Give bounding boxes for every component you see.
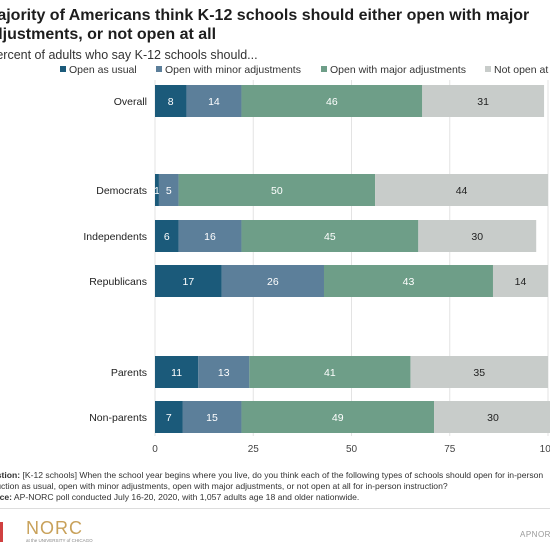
bar-segment	[155, 174, 159, 206]
data-label: 14	[515, 276, 527, 288]
legend-swatch	[485, 66, 491, 72]
data-label: 43	[403, 276, 415, 288]
data-label: 41	[324, 367, 336, 379]
bar-segment	[418, 220, 537, 252]
data-label: 11	[171, 367, 182, 379]
bar-segment	[186, 85, 242, 117]
data-label: 46	[326, 96, 338, 108]
category-label: Non-parents	[89, 412, 147, 424]
chart-title: Majority of Americans think K-12 schools…	[0, 7, 530, 43]
bar-segment	[323, 265, 493, 297]
bar-segment	[241, 220, 419, 252]
bar-segment	[410, 356, 548, 388]
data-label: 5	[166, 185, 172, 197]
category-label: Overall	[114, 96, 147, 108]
x-tick-label: 25	[248, 444, 260, 455]
bar-segment	[241, 85, 423, 117]
source-text: AP-NORC poll conducted July 16-20, 2020,…	[13, 492, 360, 502]
bar-segment	[198, 356, 250, 388]
bar-segment	[182, 401, 242, 433]
bars: 8 14 46 31 1 5 50 44 6 16 45 30 17 26 43 14 11 13 41 35 7 15 4…	[154, 85, 550, 433]
legend-label: Open as usual	[69, 64, 137, 76]
data-label: 13	[218, 367, 230, 379]
question-label: Question:	[0, 470, 21, 480]
ap-logo-accent	[0, 522, 3, 542]
bar-segment	[178, 174, 376, 206]
data-label: 45	[324, 231, 336, 243]
data-label: 8	[168, 96, 174, 108]
norc-logo-tagline: at the UNIVERSITY of CHICAGO	[26, 538, 93, 543]
chart-subtitle: Percent of adults who say K-12 schools s…	[0, 48, 258, 62]
bar-segment	[221, 265, 324, 297]
question-note: Question: [K-12 schools] When the school…	[0, 470, 550, 492]
norc-logo-text: NORC	[26, 518, 83, 538]
data-label: 30	[487, 412, 499, 424]
data-label: 44	[456, 185, 468, 197]
bar-segment	[434, 401, 550, 433]
apnorc-brand: APNORC	[520, 530, 550, 539]
data-label: 1	[154, 185, 160, 197]
bar-segment	[492, 265, 548, 297]
data-label: 6	[164, 231, 170, 243]
data-label: 49	[332, 412, 344, 424]
category-labels: Overall Democrats Independents Republicans P…	[83, 96, 147, 424]
bar-segment	[249, 356, 411, 388]
bar-segment	[422, 85, 545, 117]
category-label: Independents	[83, 231, 147, 243]
data-label: 26	[267, 276, 279, 288]
bar-segment	[155, 356, 199, 388]
legend: Open as usual Open with minor adjustments…	[60, 64, 550, 76]
source-label: Source:	[0, 492, 12, 502]
data-label: 15	[206, 412, 218, 424]
x-tick-label: 75	[444, 444, 456, 455]
bar-segment	[178, 220, 242, 252]
legend-label: Not open at all	[494, 64, 550, 76]
data-label: 35	[473, 367, 485, 379]
bar-segment	[241, 401, 435, 433]
bar-segment	[155, 85, 187, 117]
source-note: Source: AP-NORC poll conducted July 16-2…	[0, 492, 550, 503]
category-label: Democrats	[96, 185, 147, 197]
bar-segment	[155, 220, 179, 252]
data-label: 7	[166, 412, 172, 424]
footer-divider	[0, 508, 550, 509]
x-tick-label: 100	[540, 444, 550, 455]
legend-label: Open with major adjustments	[330, 64, 466, 76]
bar-segment	[158, 174, 179, 206]
bar-segment	[155, 265, 222, 297]
question-text: [K-12 schools] When the school year begi…	[0, 470, 544, 491]
legend-label: Open with minor adjustments	[165, 64, 301, 76]
bar-segment	[155, 401, 183, 433]
data-label: 14	[208, 96, 220, 108]
data-label: 31	[477, 96, 489, 108]
bar-segment	[375, 174, 548, 206]
x-axis-ticks: 0 25 50 75 100	[152, 444, 550, 455]
norc-logo: NORC at the UNIVERSITY of CHICAGO	[26, 518, 156, 546]
data-label: 30	[471, 231, 483, 243]
x-tick-label: 50	[346, 444, 358, 455]
data-label: 17	[183, 276, 195, 288]
x-tick-label: 0	[152, 444, 158, 455]
stacked-bar-chart: Open as usual Open with minor adjustments…	[60, 64, 550, 455]
legend-swatch	[321, 66, 327, 72]
legend-swatch	[60, 66, 66, 72]
legend-swatch	[156, 66, 162, 72]
data-label: 16	[204, 231, 216, 243]
category-label: Parents	[111, 367, 147, 379]
data-label: 50	[271, 185, 283, 197]
category-label: Republicans	[89, 276, 147, 288]
